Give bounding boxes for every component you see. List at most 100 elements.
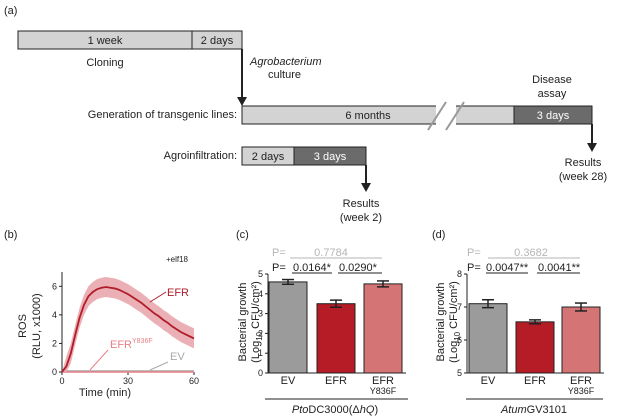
cloning-bar-2days [191, 30, 243, 50]
c-xlabel-2: EFR [325, 375, 347, 387]
c-p-value-2: 0.0290* [339, 262, 378, 274]
mut-leader [89, 349, 109, 371]
agroinf-text-1: 2 days [252, 151, 285, 163]
d-y-tick-label: 6 [457, 335, 462, 345]
d-p-value-1-num: 0.0047 [486, 262, 520, 274]
agroinf-text-2: 3 days [314, 151, 347, 163]
c-xlabel-3a: EFR [372, 375, 394, 387]
break-gap [436, 102, 456, 128]
d-strain: AtumGV3101 [500, 404, 567, 416]
d-p-value-2: 0.0041** [538, 262, 581, 274]
d-ylabel-2-sub: 10 [453, 331, 462, 340]
d-y-tick-label: 5 [457, 368, 462, 378]
ev-leader [149, 361, 169, 371]
d-xlabel-2: EFR [524, 375, 546, 387]
c-p-star-1: * [327, 262, 332, 274]
arrow-head-1 [237, 97, 247, 106]
d-p-star-1: ** [520, 262, 529, 274]
legend-mut: EFRY836F [110, 338, 153, 351]
d-y-tick-label: 8 [457, 269, 462, 279]
c-p-gray-value: 0.7784 [314, 247, 348, 259]
efr-leader [149, 291, 167, 303]
c-ylabel-2-a: (Log [250, 341, 262, 363]
agro-label-2: culture [268, 69, 301, 81]
legend-ev: EV [170, 351, 185, 363]
ros-y-tick-label: 4 [52, 310, 57, 320]
c-y-tick-label: 1 [258, 348, 263, 358]
c-bar-1 [268, 281, 308, 374]
panel-a-label: (a) [4, 5, 17, 17]
c-strain: PtoDC3000(ΔhQ) [292, 404, 378, 416]
legend-mut-sup: Y836F [132, 338, 153, 345]
d-strain-prefix: Atum [500, 404, 527, 416]
ros-y-tick-label: 6 [52, 281, 57, 291]
legend-efr: EFR [167, 287, 189, 299]
d-p-black-label: P= [467, 262, 481, 274]
transgenic-months-text: 6 months [345, 110, 391, 122]
break-mark-2 [445, 101, 465, 131]
efr-series-line [61, 286, 195, 373]
panel-d-label: (d) [432, 229, 445, 241]
c-ylabel-2-b: CFU/cm²) [250, 281, 262, 332]
results-early-2: (week 2) [340, 212, 382, 224]
arrow-head-2 [587, 143, 597, 152]
c-ylabel-2-sub: 10 [255, 331, 264, 340]
c-p-gray-label: P= [272, 247, 286, 259]
c-p-value-1-num: 0.0164 [293, 262, 327, 274]
panel-d: (d) P= 0.3682 P= 0.0047** 0.0041** Bacte… [432, 229, 604, 416]
ros-ylabel-1: ROS [17, 314, 29, 338]
ros-x-tick-label: 30 [123, 376, 133, 386]
results-late-2: (week 28) [559, 171, 607, 183]
break-mark-1 [427, 101, 447, 131]
transgenic-label: Generation of transgenic lines: [88, 109, 237, 121]
ros-x-tick-label: 0 [59, 376, 64, 386]
d-xlabel-3a: EFR [570, 375, 592, 387]
ros-y-tick-label: 0 [52, 367, 57, 377]
panel-c: (c) P= 0.7784 P= 0.0164* 0.0290* Bacteri… [236, 229, 408, 416]
efr-error-band [62, 277, 194, 372]
c-ylabel-2: (Log10 CFU/cm²) [250, 281, 264, 363]
d-ylabel-2-b: CFU/cm²) [448, 281, 460, 332]
d-xlabel-3b: Y836F [568, 386, 595, 396]
d-y-tick-label: 7 [457, 302, 462, 312]
agroinf-label: Agroinfiltration: [164, 150, 237, 162]
c-p-star-2: * [373, 262, 378, 274]
d-p-value-2-num: 0.0041 [538, 262, 572, 274]
cloning-week-text: 1 week [88, 35, 123, 47]
results-late-1: Results [565, 157, 602, 169]
c-strain-end: ) [374, 404, 378, 416]
d-strain-rest: GV3101 [527, 404, 567, 416]
d-p-gray-value: 0.3682 [514, 247, 548, 259]
d-p-gray-label: P= [467, 247, 481, 259]
d-bar-1 [468, 303, 508, 374]
d-bar-2 [515, 321, 555, 374]
cloning-label: Cloning [86, 57, 123, 69]
c-y-tick-label: 3 [258, 309, 263, 319]
d-ylabel-1: Bacterial growth [435, 283, 447, 362]
ros-x-tick-label: 60 [189, 376, 199, 386]
cloning-days-text: 2 days [201, 35, 234, 47]
c-y-tick-label: 4 [258, 289, 263, 299]
c-p-value-2-num: 0.0290 [339, 262, 373, 274]
c-strain-hq: hQ [360, 404, 375, 416]
c-bar-2 [316, 303, 356, 374]
c-strain-mid: DC3000( [308, 404, 352, 416]
disease-days-text: 3 days [537, 110, 570, 122]
c-y-tick-label: 0 [258, 368, 263, 378]
disease-label-2: assay [538, 88, 567, 100]
agroinf-bar-2 [293, 146, 367, 166]
c-strain-prefix: Pto [292, 404, 309, 416]
d-ylabel-2: (Log10 CFU/cm²) [448, 281, 462, 363]
panel-a: (a) 1 week 2 days Cloning Agrobacterium … [4, 5, 607, 224]
d-p-star-2: ** [572, 262, 581, 274]
c-strain-delta: Δ [352, 404, 360, 416]
results-early-1: Results [343, 198, 380, 210]
bar-chart-d: 5 6 7 8 [457, 269, 604, 378]
agro-label-1: Agrobacterium [249, 56, 322, 68]
legend-mut-base: EFR [110, 339, 132, 351]
d-bar-3 [561, 306, 601, 374]
panel-b-label: (b) [4, 229, 17, 241]
c-bar-3 [363, 283, 403, 374]
